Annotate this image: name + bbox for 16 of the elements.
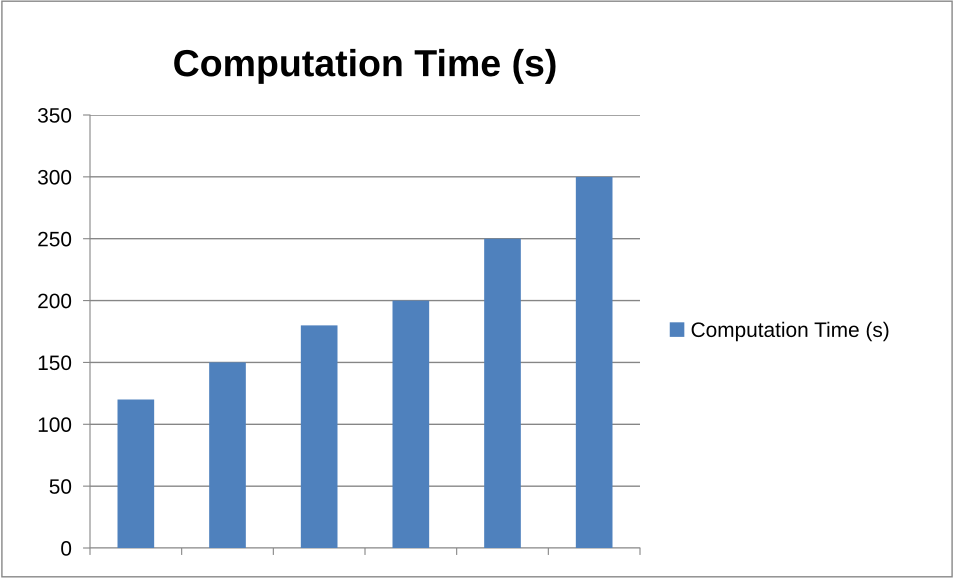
y-tick-label: 50 — [50, 479, 72, 494]
bar — [209, 362, 246, 548]
bar — [484, 238, 521, 548]
bar — [118, 400, 154, 548]
y-tick-label: 200 — [38, 294, 72, 308]
y-tick-label: 150 — [38, 355, 72, 370]
bar — [300, 325, 338, 548]
bar — [576, 176, 612, 548]
y-tick-label: 300 — [38, 170, 72, 185]
chart-title: Computation Time (s) — [174, 48, 556, 84]
y-tick-label: 350 — [38, 108, 72, 123]
legend-label: Computation Time (s) — [692, 322, 888, 342]
bar — [392, 300, 430, 548]
y-tick-label: 250 — [38, 232, 72, 246]
y-tick-label: 0 — [61, 541, 72, 556]
y-tick-label: 100 — [38, 417, 72, 432]
